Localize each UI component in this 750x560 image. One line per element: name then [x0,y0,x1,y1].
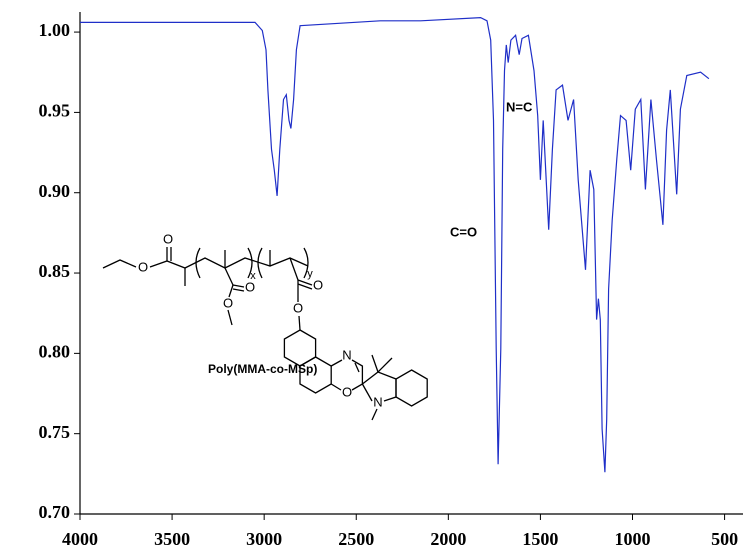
atom-label: O [313,277,323,292]
bond [232,288,245,292]
bond [224,267,234,286]
x-tick-label: 3000 [246,529,282,549]
atom-label: O [223,295,233,310]
bond [297,279,313,286]
ring [283,329,317,367]
y-tick-label: 1.00 [39,20,71,40]
y-tick-label: 0.70 [39,502,71,522]
structure-name: Poly(MMA-co-MSp) [208,362,317,376]
bond [102,259,137,269]
atom-label: O [138,259,148,274]
subscript: y [307,268,313,280]
atom-label: O [293,300,303,315]
y-tick-label: 0.85 [39,261,71,281]
bond [354,362,360,373]
bond [330,383,342,391]
x-tick-label: 3500 [154,529,190,549]
bond [371,354,379,373]
bond [149,257,309,269]
bond [377,357,393,373]
atom-label: O [342,384,352,399]
y-tick-label: 0.80 [39,341,71,361]
x-tick-label: 4000 [62,529,98,549]
bond [361,383,373,402]
structure: O O O O O O N O N x y Poly(MMA-co-MSp) [102,231,428,421]
atom-label: O [245,279,255,294]
ring [395,369,428,407]
y-tick-label: 0.90 [39,181,71,201]
bond [297,283,313,290]
subscript: x [250,270,256,282]
bond [351,359,364,391]
x-tick-label: 500 [711,529,738,549]
annotation: C=O [450,224,477,239]
atom-label: N [342,347,351,362]
bracket [195,247,309,279]
x-tick-label: 2500 [338,529,374,549]
x-tick-label: 1000 [615,529,651,549]
y-tick-label: 0.75 [39,422,71,442]
bond [228,284,234,298]
bond [298,315,301,331]
bond [330,359,343,367]
bond [232,284,245,288]
x-tick-label: 1500 [522,529,558,549]
y-tick-label: 0.95 [39,101,71,121]
atom-label: N [373,394,382,409]
atom-label: O [163,231,173,246]
bond [371,408,378,421]
bond [227,309,233,326]
annotation: N=C [506,99,533,114]
bond [289,257,299,281]
spectrum-line [80,16,710,473]
x-tick-label: 2000 [430,529,466,549]
